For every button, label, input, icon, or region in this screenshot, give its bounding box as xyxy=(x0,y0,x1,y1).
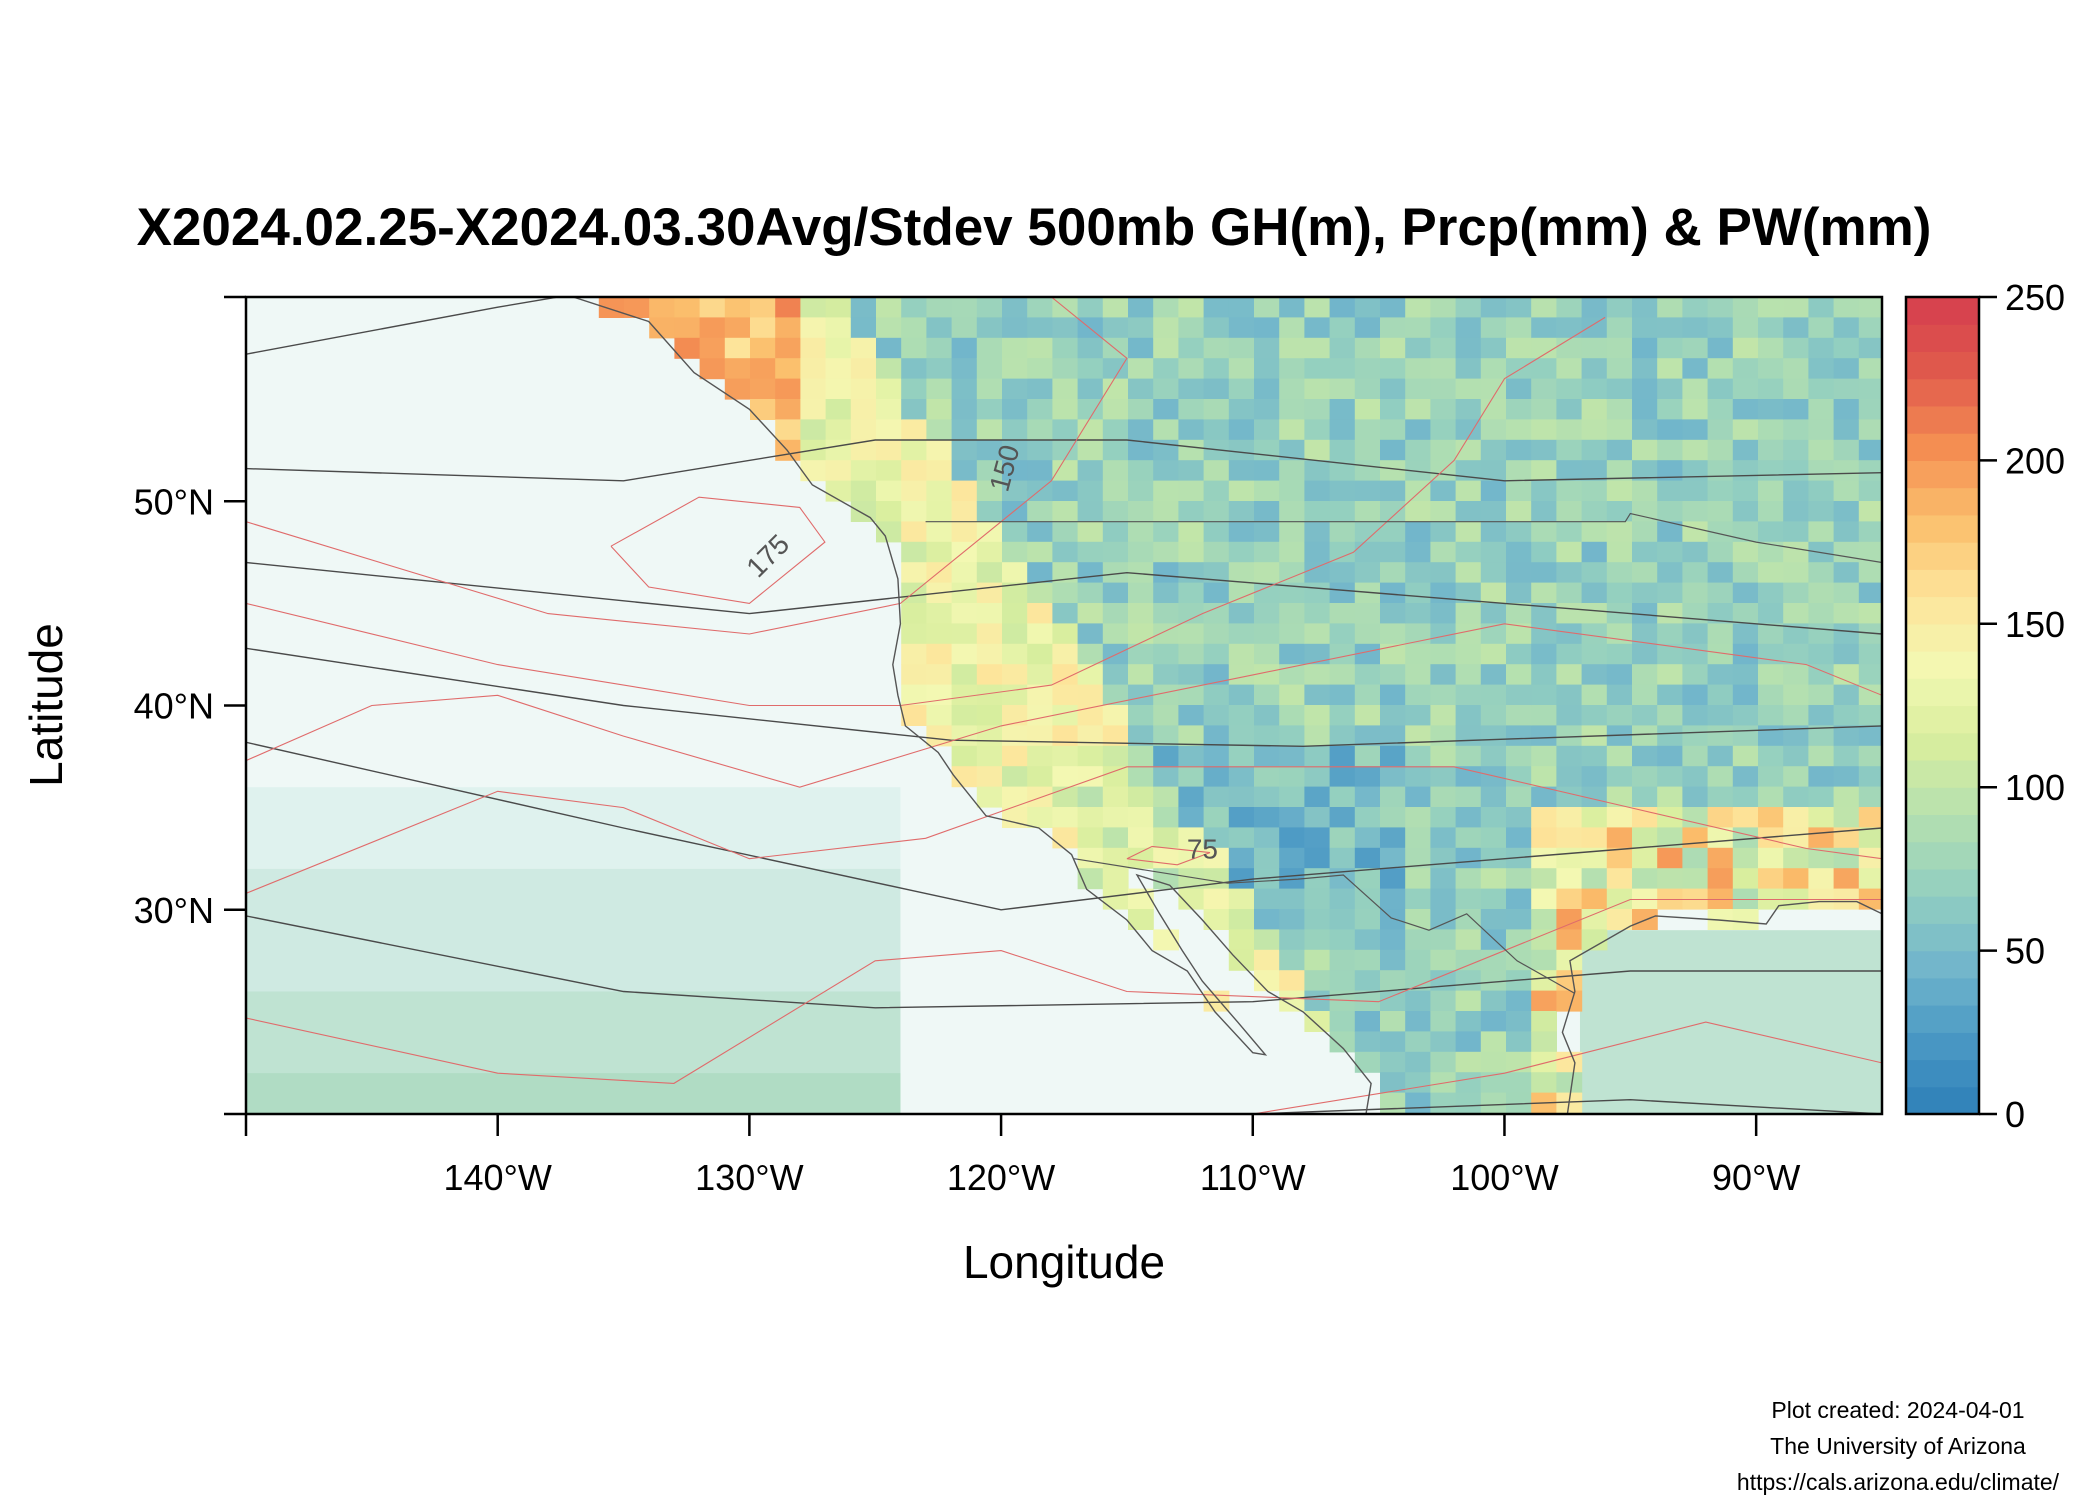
y-axis-label: Latitude xyxy=(20,623,72,787)
us-mexico-border xyxy=(1073,858,1576,995)
colorbar-swatch xyxy=(1906,1059,1979,1088)
x-tick-label: 110°W xyxy=(1200,1157,1306,1198)
colorbar-swatch xyxy=(1906,651,1979,679)
colorbar xyxy=(1906,297,1979,1115)
colorbar-swatch xyxy=(1906,596,1979,625)
stdev-contour xyxy=(1252,1021,1882,1114)
gh-contour xyxy=(1252,1098,1882,1114)
colorbar-tick-label: 100 xyxy=(2005,767,2065,808)
gh-contour xyxy=(246,915,1882,1009)
colorbar-swatch xyxy=(1906,405,1979,434)
colorbar-swatch xyxy=(1906,297,1979,325)
colorbar-swatch xyxy=(1906,678,1979,707)
colorbar-frame xyxy=(1904,295,1981,1116)
stdev-contour xyxy=(246,766,1882,894)
colorbar-swatch xyxy=(1906,433,1979,461)
chart-title: X2024.02.25-X2024.03.30Avg/Stdev 500mb G… xyxy=(137,198,1932,257)
ocean-band xyxy=(246,1073,901,1114)
credit-url: https://cals.arizona.edu/climate/ xyxy=(1737,1469,2060,1495)
contour-lines xyxy=(246,297,1882,1114)
contour-label: 75 xyxy=(1187,834,1218,865)
precip-raster xyxy=(598,297,1882,1114)
x-tick-label: 120°W xyxy=(947,1157,1055,1198)
colorbar-tick-label: 250 xyxy=(2005,277,2065,318)
colorbar-swatch xyxy=(1906,705,1979,734)
colorbar-tick-label: 200 xyxy=(2005,440,2065,481)
colorbar-tick-label: 50 xyxy=(2005,931,2045,972)
colorbar-swatch xyxy=(1906,760,1979,788)
credit-created: Plot created: 2024-04-01 xyxy=(1771,1397,2024,1423)
colorbar-tick-label: 150 xyxy=(2005,604,2065,645)
y-axis: 30°N 40°N 50°N xyxy=(134,295,246,1116)
colorbar-swatch xyxy=(1906,569,1979,598)
colorbar-swatch xyxy=(1906,514,1979,543)
gh-contour xyxy=(246,741,1882,911)
colorbar-swatch xyxy=(1906,923,1979,952)
x-axis-label: Longitude xyxy=(963,1236,1165,1288)
colorbar-swatch xyxy=(1906,487,1979,516)
colorbar-swatch xyxy=(1906,1032,1979,1061)
y-tick-label: 30°N xyxy=(134,890,214,931)
x-tick-label: 130°W xyxy=(695,1157,803,1198)
credit-university: The University of Arizona xyxy=(1770,1433,2026,1459)
colorbar-swatch xyxy=(1906,868,1979,897)
stdev-contour xyxy=(246,898,1882,1084)
us-canada-border xyxy=(925,512,1882,564)
colorbar-swatch xyxy=(1906,460,1979,489)
y-tick-label: 40°N xyxy=(134,686,214,727)
colorbar-tick-label: 0 xyxy=(2005,1094,2025,1135)
colorbar-swatch xyxy=(1906,324,1979,352)
colorbar-swatch xyxy=(1906,542,1979,570)
colorbar-swatch xyxy=(1906,950,1979,979)
colorbar-swatch xyxy=(1906,623,1979,652)
stdev-contour xyxy=(246,316,1606,707)
colorbar-swatch xyxy=(1906,814,1979,843)
colorbar-swatch xyxy=(1906,841,1979,870)
x-tick-label: 140°W xyxy=(443,1157,551,1198)
colorbar-swatch xyxy=(1906,977,1979,1006)
x-tick-label: 90°W xyxy=(1712,1157,1800,1198)
colorbar-swatch xyxy=(1906,787,1979,815)
colorbar-swatch xyxy=(1906,732,1979,761)
x-tick-label: 100°W xyxy=(1450,1157,1558,1198)
gh-contour xyxy=(246,561,1882,635)
stdev-contour xyxy=(610,496,826,604)
colorbar-swatch xyxy=(1906,378,1979,407)
stdev-contour xyxy=(1126,845,1211,866)
x-axis: 140°W 130°W 120°W 110°W 100°W 90°W xyxy=(244,1114,1800,1198)
gh-contour xyxy=(246,297,563,355)
colorbar-ticks: 0 50 100 150 200 250 xyxy=(1979,277,2065,1135)
gh-contour xyxy=(246,647,1882,748)
colorbar-swatch xyxy=(1906,1005,1979,1033)
stdev-contour xyxy=(246,623,1882,788)
stdev-contour xyxy=(246,297,1128,635)
colorbar-swatch xyxy=(1906,351,1979,380)
gh-contour xyxy=(246,439,1882,482)
y-tick-label: 50°N xyxy=(134,481,214,522)
colorbar-swatch xyxy=(1906,896,1979,924)
coastline xyxy=(572,297,1882,1114)
coastline-path xyxy=(572,297,1882,1114)
colorbar-swatch xyxy=(1906,1086,1979,1115)
